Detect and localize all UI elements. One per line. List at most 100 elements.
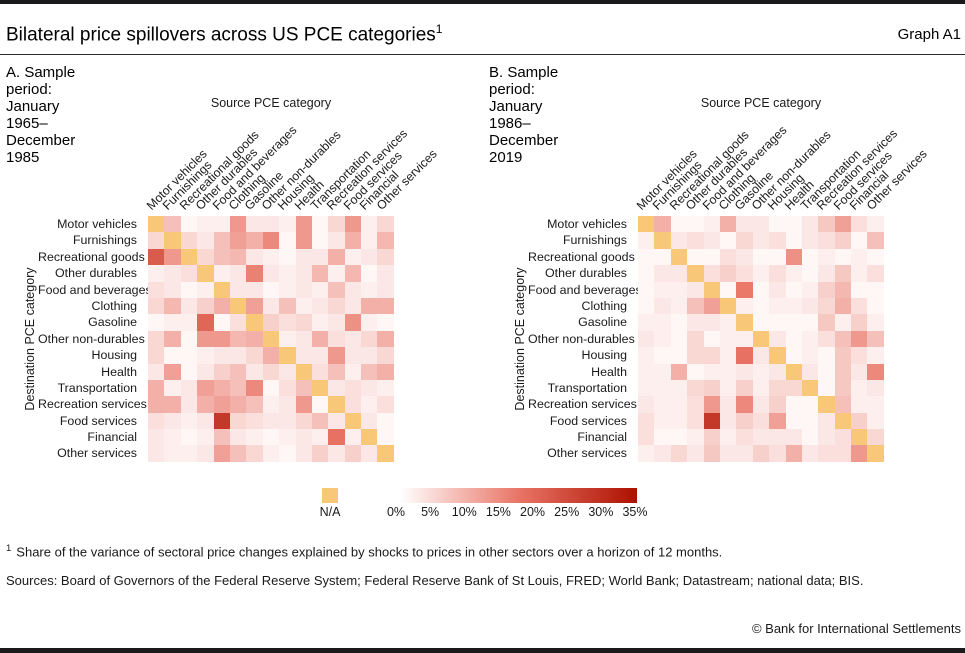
- heatmap-cell: [328, 232, 345, 249]
- heatmap-cell: [148, 281, 165, 298]
- heatmap-cell: [851, 265, 868, 282]
- heatmap-cell: [197, 314, 214, 331]
- heatmap-cell-na: [180, 248, 198, 266]
- heatmap-cell-na: [279, 347, 296, 364]
- row-label: Other durables: [55, 266, 137, 281]
- heatmap-cell: [719, 363, 737, 380]
- sources-text: Sources: Board of Governors of the Feder…: [6, 573, 864, 588]
- heatmap-cell: [279, 232, 296, 249]
- heatmap-cell: [180, 216, 198, 233]
- heatmap-cell: [801, 347, 819, 364]
- heatmap-cell: [311, 396, 329, 413]
- row-label: Food and beverages: [528, 282, 642, 297]
- heatmap-cell: [670, 330, 688, 348]
- heatmap-cell: [703, 314, 720, 331]
- heatmap-cell: [295, 445, 312, 462]
- heatmap-cell: [654, 363, 671, 380]
- heatmap-cell: [638, 281, 655, 298]
- heatmap-cell: [703, 445, 720, 462]
- heatmap-cell: [262, 265, 280, 282]
- heatmap-cell: [785, 248, 802, 266]
- heatmap-cell-na: [344, 412, 362, 430]
- row-label: Transportation: [57, 380, 137, 395]
- heatmap-cell: [246, 265, 263, 282]
- heatmap-cell: [180, 330, 198, 348]
- heatmap-cell: [752, 265, 770, 282]
- heatmap-cell-na: [638, 216, 655, 233]
- heatmap-cell: [344, 429, 362, 446]
- heatmap-cell: [197, 429, 214, 446]
- source-axis-title: Source PCE category: [700, 96, 822, 110]
- heatmap-cell: [638, 248, 655, 266]
- heatmap-cell: [785, 445, 802, 462]
- heatmap-cell: [851, 363, 868, 380]
- row-label: Other services: [57, 446, 137, 461]
- heatmap-cell-na: [148, 216, 165, 233]
- heatmap-cell: [229, 232, 247, 249]
- heatmap-cell-na: [818, 396, 835, 413]
- heatmap-cell: [361, 396, 378, 413]
- heatmap-cell: [213, 412, 230, 430]
- row-label: Financial: [577, 430, 627, 445]
- heatmap-cell: [851, 379, 868, 397]
- heatmap-cell: [736, 445, 753, 462]
- heatmap-cell: [344, 248, 362, 266]
- heatmap-cell: [769, 265, 786, 282]
- heatmap-cell: [377, 412, 394, 430]
- heatmap-cell: [344, 314, 362, 331]
- heatmap-cell: [328, 412, 345, 430]
- heatmap-cell: [719, 379, 737, 397]
- heatmap-cell: [213, 265, 230, 282]
- heatmap-cell: [719, 248, 737, 266]
- heatmap-cell: [213, 330, 230, 348]
- heatmap-cell: [148, 314, 165, 331]
- heatmap-cell: [262, 281, 280, 298]
- heatmap-cell: [654, 216, 671, 233]
- heatmap-cell: [654, 429, 671, 446]
- heatmap-cell: [377, 265, 394, 282]
- heatmap-cell: [328, 363, 345, 380]
- heatmap-cell: [867, 363, 884, 380]
- heatmap-cell: [670, 363, 688, 380]
- heatmap-cell: [719, 265, 737, 282]
- heatmap-cell: [197, 297, 214, 315]
- heatmap-cell: [687, 379, 704, 397]
- legend-tick-label: 25%: [554, 505, 580, 519]
- heatmap-cell: [197, 216, 214, 233]
- heatmap-cell: [246, 429, 263, 446]
- heatmap-cell: [654, 265, 671, 282]
- heatmap-cell: [834, 216, 852, 233]
- heatmap-cell: [818, 445, 835, 462]
- heatmap-cell: [262, 396, 280, 413]
- heatmap-cell: [670, 379, 688, 397]
- heatmap-cell: [328, 314, 345, 331]
- heatmap-cell: [295, 232, 312, 249]
- heatmap-cell: [703, 363, 720, 380]
- heatmap-cell: [361, 232, 378, 249]
- heatmap-cell: [851, 445, 868, 462]
- heatmap-cell: [654, 347, 671, 364]
- heatmap-cell: [311, 429, 329, 446]
- heatmap-cell: [295, 248, 312, 266]
- heatmap-cell: [229, 363, 247, 380]
- heatmap-cell: [670, 314, 688, 331]
- row-label: Food services: [59, 413, 137, 428]
- heatmap-cell: [703, 412, 720, 430]
- heatmap-cell: [344, 281, 362, 298]
- heatmap-cell: [295, 330, 312, 348]
- heatmap-cell: [180, 281, 198, 298]
- row-label: Housing: [91, 348, 137, 363]
- heatmap-cell: [719, 429, 737, 446]
- heatmap-cell: [801, 216, 819, 233]
- heatmap-cell: [164, 216, 181, 233]
- heatmap-cell: [377, 248, 394, 266]
- heatmap-cell: [361, 265, 378, 282]
- heatmap-cell: [834, 429, 852, 446]
- heatmap-cell: [638, 396, 655, 413]
- heatmap-cell: [638, 347, 655, 364]
- heatmap-cell: [295, 216, 312, 233]
- heatmap-cell: [769, 314, 786, 331]
- heatmap-cell: [361, 281, 378, 298]
- heatmap-cell: [344, 347, 362, 364]
- heatmap-cell-na: [769, 347, 786, 364]
